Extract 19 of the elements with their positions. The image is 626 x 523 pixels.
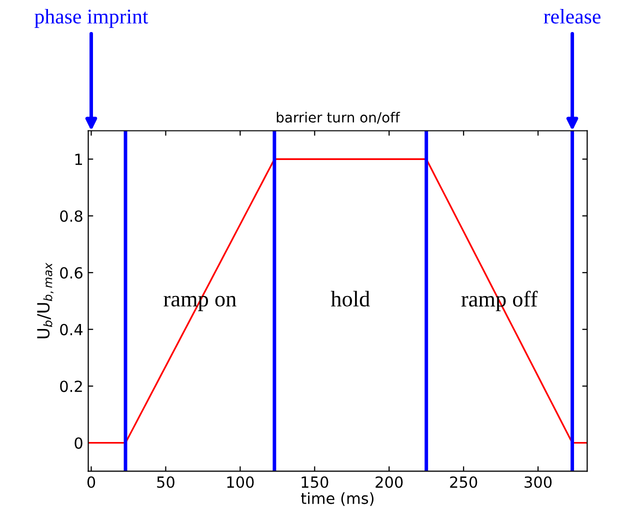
y-tick-label: 0.8 xyxy=(60,210,82,222)
y-tick-label: 0.2 xyxy=(60,380,82,392)
x-tick-label: 0 xyxy=(87,476,96,488)
y-tick-label: 0 xyxy=(74,437,82,449)
chart-title: barrier turn on/off xyxy=(276,112,400,124)
text: release xyxy=(544,8,600,24)
text: phase imprint xyxy=(34,8,148,28)
y-tick-label: 0.6 xyxy=(60,267,82,279)
x-tick-label: 300 xyxy=(524,476,552,488)
x-tick-label: 200 xyxy=(376,476,403,488)
x-tick-label: 150 xyxy=(302,476,328,488)
x-tick-label: 250 xyxy=(450,476,478,488)
x-tick-label: 50 xyxy=(157,476,174,488)
y-axis-title: U$_{b}$/U$_{b,max}$ xyxy=(37,262,54,338)
y-tick-label: 1 xyxy=(75,154,82,165)
y-tick-label: 0.4 xyxy=(60,324,83,336)
annotation: hold xyxy=(330,290,370,307)
x-axis-title: time (ms) xyxy=(301,492,374,506)
x-tick-label: 100 xyxy=(227,476,254,488)
